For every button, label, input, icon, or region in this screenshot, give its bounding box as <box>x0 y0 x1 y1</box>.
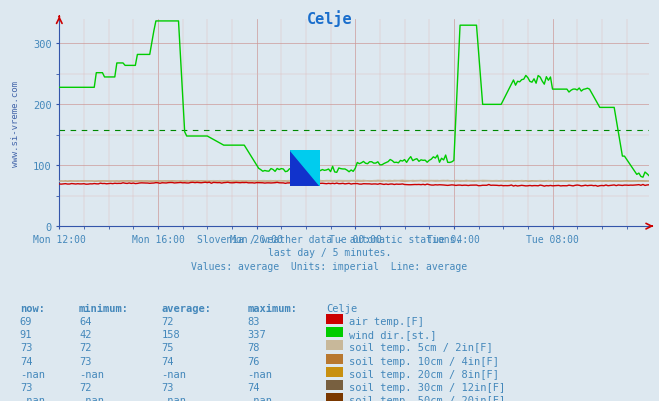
Text: -nan: -nan <box>161 369 186 379</box>
Text: 76: 76 <box>247 356 260 366</box>
Text: -nan: -nan <box>247 369 272 379</box>
Text: 74: 74 <box>161 356 174 366</box>
Text: 74: 74 <box>20 356 32 366</box>
Text: 83: 83 <box>247 316 260 326</box>
Text: -nan: -nan <box>247 395 272 401</box>
Text: 73: 73 <box>161 382 174 392</box>
Text: 337: 337 <box>247 329 266 339</box>
Text: 72: 72 <box>79 382 92 392</box>
Text: 73: 73 <box>79 356 92 366</box>
Text: -nan: -nan <box>20 395 45 401</box>
Text: maximum:: maximum: <box>247 303 297 313</box>
Text: air temp.[F]: air temp.[F] <box>349 316 424 326</box>
Text: 72: 72 <box>161 316 174 326</box>
Polygon shape <box>290 150 320 186</box>
Text: average:: average: <box>161 303 212 313</box>
Polygon shape <box>290 150 320 186</box>
Text: 74: 74 <box>247 382 260 392</box>
Text: soil temp. 50cm / 20in[F]: soil temp. 50cm / 20in[F] <box>349 395 505 401</box>
Text: soil temp. 10cm / 4in[F]: soil temp. 10cm / 4in[F] <box>349 356 500 366</box>
Text: -nan: -nan <box>161 395 186 401</box>
Text: soil temp. 5cm / 2in[F]: soil temp. 5cm / 2in[F] <box>349 342 493 352</box>
Text: now:: now: <box>20 303 45 313</box>
Text: Celje: Celje <box>326 303 357 313</box>
Text: Celje: Celje <box>306 10 353 27</box>
Text: 64: 64 <box>79 316 92 326</box>
Text: 91: 91 <box>20 329 32 339</box>
Text: Values: average  Units: imperial  Line: average: Values: average Units: imperial Line: av… <box>191 261 468 271</box>
Text: 158: 158 <box>161 329 180 339</box>
Text: -nan: -nan <box>79 369 104 379</box>
Text: Slovenia / weather data - automatic stations.: Slovenia / weather data - automatic stat… <box>197 235 462 245</box>
Text: soil temp. 30cm / 12in[F]: soil temp. 30cm / 12in[F] <box>349 382 505 392</box>
Text: minimum:: minimum: <box>79 303 129 313</box>
Text: wind dir.[st.]: wind dir.[st.] <box>349 329 437 339</box>
Text: www.si-vreme.com: www.si-vreme.com <box>11 81 20 166</box>
Text: -nan: -nan <box>20 369 45 379</box>
Text: 73: 73 <box>20 342 32 352</box>
Text: 69: 69 <box>20 316 32 326</box>
Text: last day / 5 minutes.: last day / 5 minutes. <box>268 248 391 258</box>
Text: -nan: -nan <box>79 395 104 401</box>
Text: 42: 42 <box>79 329 92 339</box>
Text: soil temp. 20cm / 8in[F]: soil temp. 20cm / 8in[F] <box>349 369 500 379</box>
Text: 78: 78 <box>247 342 260 352</box>
Text: 73: 73 <box>20 382 32 392</box>
Text: 75: 75 <box>161 342 174 352</box>
Text: 72: 72 <box>79 342 92 352</box>
